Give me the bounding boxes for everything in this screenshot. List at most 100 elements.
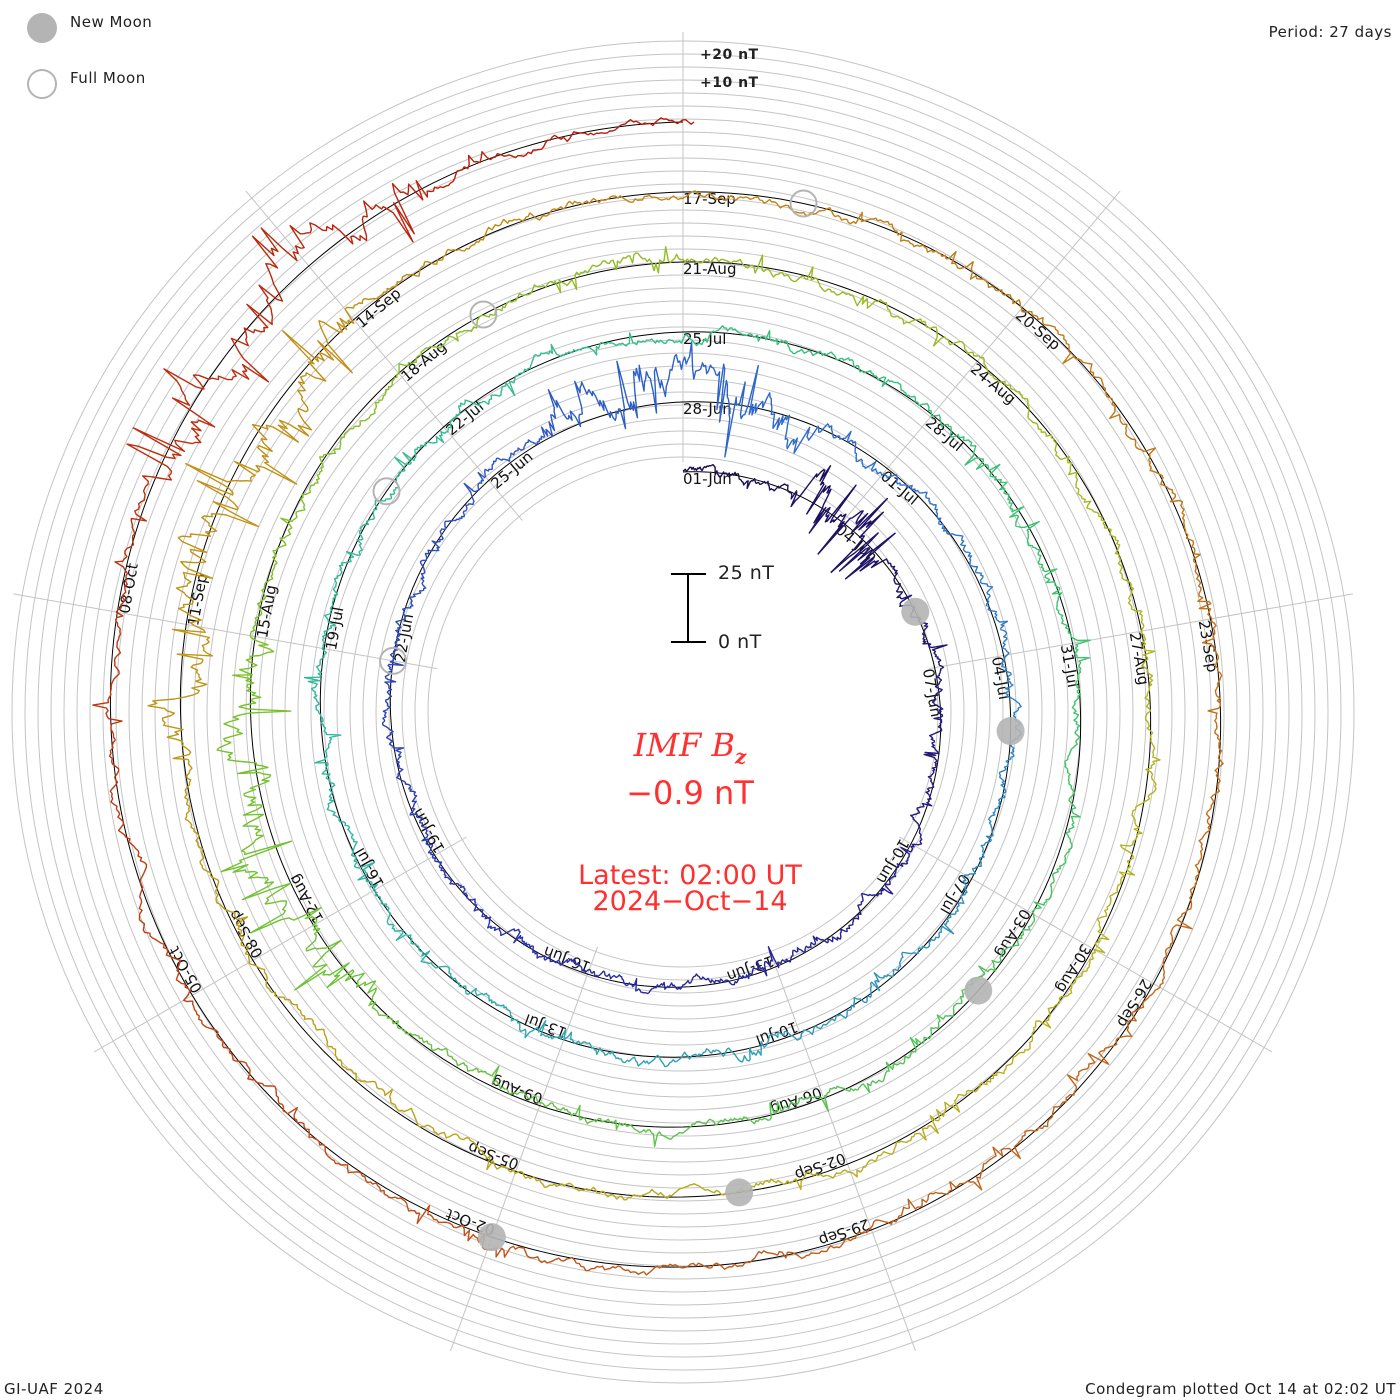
bz-trace-segment (955, 261, 1012, 299)
full-moon-icon (27, 69, 57, 99)
bz-trace-segment (711, 464, 740, 478)
bz-trace-segment (281, 1104, 329, 1157)
bz-trace-segment (711, 1116, 763, 1126)
bz-trace-segment (676, 1048, 717, 1063)
bz-trace-segment (594, 1188, 655, 1201)
bz-trace-segment (784, 414, 821, 454)
bz-trace-segment (939, 523, 969, 553)
bz-trace-segment (761, 266, 817, 283)
bz-trace-segment (1075, 472, 1105, 522)
legend-full-moon-label: Full Moon (70, 69, 146, 87)
bz-trace-segment (395, 754, 412, 790)
bz-trace-segment (216, 741, 272, 796)
bz-trace-segment (329, 809, 358, 847)
bz-trace-segment (559, 958, 595, 974)
bz-trace-segment (632, 362, 674, 414)
full-moon-marker (789, 189, 818, 218)
bz-trace-segment (1147, 936, 1174, 999)
bz-trace-segment (1018, 520, 1044, 566)
bz-trace-segment (1023, 1003, 1058, 1053)
bz-trace-segment (1065, 1047, 1110, 1102)
bz-trace-segment (830, 996, 867, 1022)
bz-trace-segment (682, 464, 713, 473)
bz-trace-segment (231, 1057, 283, 1105)
date-label: 26-Sep (1113, 976, 1155, 1031)
bz-trace-segment (854, 447, 883, 476)
grid-spoke (843, 190, 1121, 521)
bz-trace-segment (661, 1118, 712, 1140)
bz-trace-segment (294, 937, 355, 991)
full-moon-marker (469, 300, 498, 329)
bz-trace-segment (899, 1026, 936, 1065)
bz-trace-segment (531, 945, 561, 966)
bz-trace-segment (309, 446, 341, 490)
bz-trace-segment (962, 1144, 1021, 1191)
scale-bar-bottom-label: 0 nT (718, 631, 762, 653)
bz-trace-segment (113, 607, 124, 674)
bz-trace-segment (518, 1019, 558, 1040)
bz-trace-segment (827, 1153, 883, 1179)
bz-trace-segment (1065, 787, 1081, 836)
new-moon-icon (27, 13, 57, 43)
bz-trace-segment (488, 372, 521, 405)
bz-trace-segment (115, 808, 148, 874)
bz-trace-segment (881, 472, 920, 493)
bz-trace-segment (431, 519, 454, 552)
bz-trace-segment (734, 328, 778, 345)
bz-trace-segment (394, 449, 417, 490)
bz-trace-segment (427, 151, 488, 193)
bz-trace-segment (470, 1065, 516, 1095)
grid-spoke (449, 946, 598, 1352)
bz-trace-segment (509, 1245, 578, 1264)
bz-trace-segment (350, 846, 376, 884)
bz-trace-segment (1000, 661, 1014, 700)
bz-trace-segment (933, 703, 944, 735)
bz-trace-segment (251, 227, 302, 318)
bz-trace-segment (1091, 903, 1112, 960)
bz-trace-segment (1104, 997, 1149, 1049)
bz-trace-segment (446, 1221, 511, 1258)
bz-trace-segment (1000, 620, 1010, 663)
grid-spoke (93, 836, 467, 1053)
bz-trace-segment (1064, 741, 1078, 789)
bz-trace-segment (199, 861, 236, 914)
grid-spoke (899, 836, 1273, 1053)
new-moon-marker (477, 1223, 506, 1252)
bz-trace-segment (473, 907, 501, 932)
grid-spoke (245, 190, 523, 521)
bz-trace-segment (536, 1179, 596, 1192)
bz-trace-segment (691, 973, 726, 984)
full-moon-marker (379, 646, 408, 675)
bz-trace-segment (1140, 625, 1156, 684)
bz-trace-segment (1071, 696, 1081, 743)
bz-trace-segment (724, 967, 756, 986)
bz-trace-segment (923, 733, 940, 766)
bz-trace-segment (646, 333, 691, 344)
bz-trace-segment (738, 476, 767, 490)
bz-trace-segment (498, 283, 548, 312)
bz-trace-segment (715, 1047, 758, 1063)
parameter-title-sub: z (734, 744, 747, 769)
bz-trace-segment (263, 535, 287, 585)
bz-trace-segment (910, 795, 933, 826)
latest-value: −0.9 nT (626, 774, 754, 812)
bz-trace-segment (126, 421, 202, 481)
bz-trace-segment (230, 303, 274, 383)
grid-circle (388, 417, 978, 1007)
bz-trace-segment (336, 1057, 386, 1093)
bz-trace-segment (785, 942, 816, 963)
bz-trace-segment (643, 1262, 712, 1276)
bz-trace-segment (842, 1211, 904, 1244)
bz-trace-segment (819, 423, 857, 448)
bz-trace-segment (653, 1183, 713, 1200)
bz-trace-segment (499, 928, 533, 949)
bz-trace-segment (1010, 297, 1065, 337)
bz-trace-segment (748, 365, 787, 431)
bz-trace-segment (496, 439, 532, 462)
bz-trace-segment (1040, 429, 1078, 476)
bz-trace-segment (1121, 573, 1145, 627)
bz-trace-segment (240, 795, 265, 853)
period-label: Period: 27 days (1268, 23, 1392, 41)
bz-trace-segment (414, 424, 452, 450)
bz-trace-segment (449, 399, 490, 425)
